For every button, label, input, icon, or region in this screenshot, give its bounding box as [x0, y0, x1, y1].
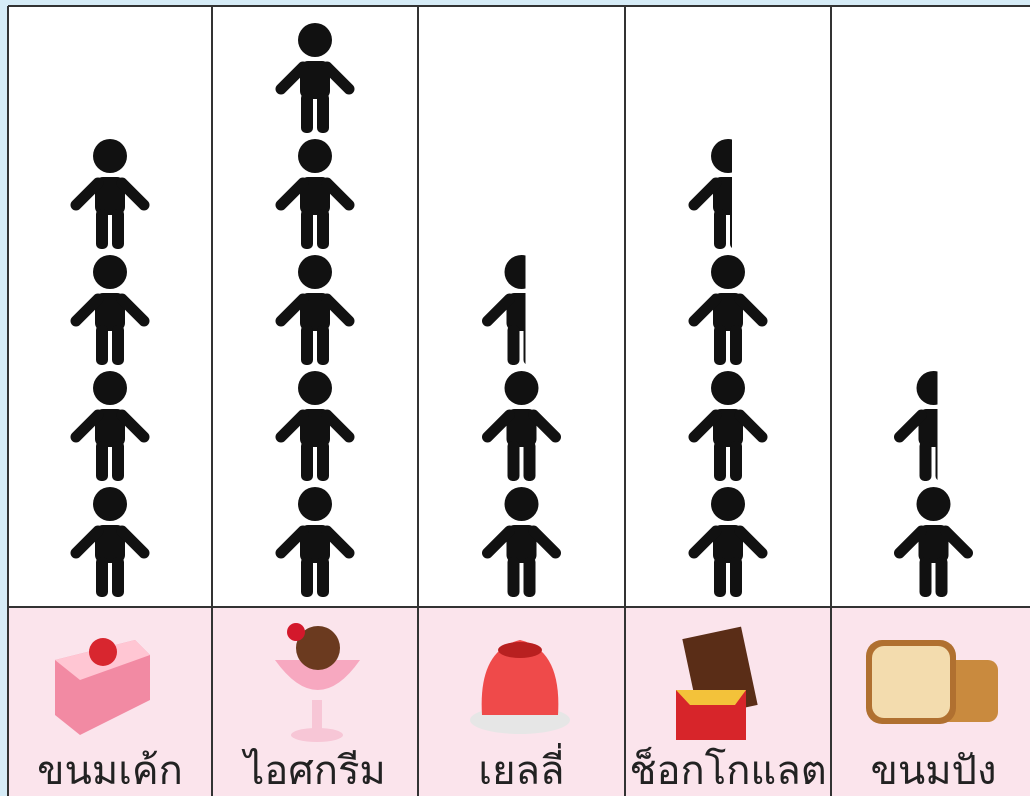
person-icon	[70, 255, 150, 365]
person-icon	[275, 371, 355, 481]
person-icon	[70, 139, 150, 249]
person-icon	[894, 487, 973, 597]
jelly-icon	[470, 640, 570, 734]
person-icon	[482, 487, 561, 597]
person-icon	[275, 139, 355, 249]
cake-icon	[55, 638, 150, 735]
chocolate-icon	[676, 626, 758, 740]
category-label: ขนมปัง	[871, 748, 997, 794]
person-icon	[482, 255, 526, 365]
person-icon	[275, 23, 355, 133]
icon-stack	[894, 371, 973, 597]
grid	[7, 5, 1030, 796]
icon-stack	[70, 139, 150, 597]
icon-stack	[482, 255, 561, 597]
person-icon	[688, 255, 768, 365]
person-icon	[275, 487, 355, 597]
bread-icon	[866, 640, 998, 724]
category-label: ไอศกรีม	[241, 748, 386, 794]
category-label: เยลลี่	[478, 743, 564, 794]
person-icon	[688, 139, 732, 249]
person-icon	[70, 487, 150, 597]
person-icon	[482, 371, 561, 481]
category-label: ช็อกโกแลต	[629, 746, 826, 794]
columns	[70, 23, 973, 597]
person-icon	[688, 371, 768, 481]
icecream-icon	[275, 623, 360, 742]
icon-stack	[275, 23, 355, 597]
person-icon	[688, 487, 768, 597]
person-icon	[70, 371, 150, 481]
person-icon	[894, 371, 938, 481]
person-icon	[275, 255, 355, 365]
category-label: ขนมเค้ก	[37, 748, 183, 794]
icon-stack	[688, 139, 768, 597]
